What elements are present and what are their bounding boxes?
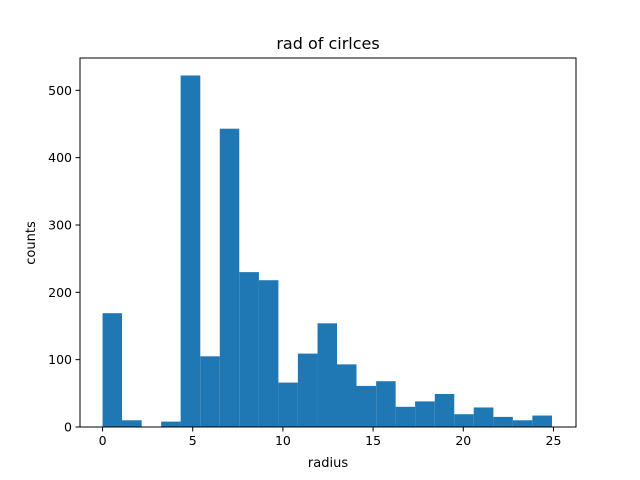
histogram-bar xyxy=(356,385,377,427)
histogram-bar xyxy=(395,406,416,427)
histogram-bar xyxy=(161,421,181,427)
histogram-bar xyxy=(102,313,123,427)
y-tick-label: 500 xyxy=(48,83,72,98)
histogram-bar xyxy=(532,415,553,427)
x-tick-label: 5 xyxy=(189,433,197,448)
y-tick-label: 0 xyxy=(64,420,72,435)
histogram-bar xyxy=(454,414,474,427)
histogram-bar xyxy=(122,420,142,427)
histogram-bar xyxy=(493,416,513,427)
y-tick-label: 100 xyxy=(48,352,72,367)
x-tick-label: 15 xyxy=(365,433,381,448)
y-ticks-group: 0 100 200 300 400 500 xyxy=(48,83,80,435)
histogram-bar xyxy=(434,394,455,427)
x-tick-label: 10 xyxy=(275,433,291,448)
chart-title: rad of cirlces xyxy=(276,34,379,53)
x-tick-label: 0 xyxy=(99,433,107,448)
histogram-bar xyxy=(278,382,298,427)
histogram-bar xyxy=(219,128,240,427)
histogram-bar xyxy=(512,420,533,427)
histogram-bar xyxy=(258,280,279,427)
x-ticks-group: 0 5 10 15 20 25 xyxy=(99,427,562,448)
histogram-bar xyxy=(337,364,357,427)
histogram-bar xyxy=(376,381,396,427)
plot-frame xyxy=(79,57,577,428)
x-axis-label: radius xyxy=(308,456,348,471)
histogram-bar xyxy=(239,272,259,427)
y-tick-label: 200 xyxy=(48,285,72,300)
histogram-bar xyxy=(317,323,338,427)
y-axis-label: counts xyxy=(24,221,39,265)
bars-group xyxy=(102,75,553,427)
x-tick-label: 25 xyxy=(546,433,562,448)
histogram-bar xyxy=(415,401,435,427)
histogram-bar xyxy=(473,407,494,427)
x-tick-label: 20 xyxy=(455,433,471,448)
histogram-bar xyxy=(200,356,220,427)
y-tick-label: 300 xyxy=(48,217,72,232)
histogram-bar xyxy=(180,75,201,427)
histogram-bar xyxy=(297,353,318,427)
y-tick-label: 400 xyxy=(48,150,72,165)
